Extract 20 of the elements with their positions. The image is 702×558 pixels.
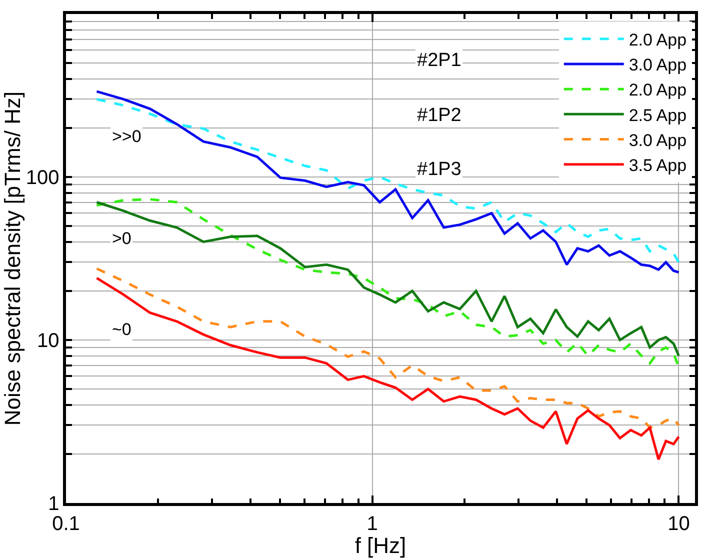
annotation: ~0 [112, 320, 132, 339]
legend-label: 2.0 App [628, 80, 687, 100]
annotation: #1P3 [417, 159, 462, 180]
x-tick-label: 10 [668, 512, 690, 535]
y-axis-title: Noise spectral density [pTrms/ Hz] [0, 91, 25, 426]
x-axis-title: f [Hz] [354, 533, 406, 558]
legend-label: 3.5 App [628, 156, 687, 176]
y-tick-label: 100 [26, 167, 60, 189]
annotation: #1P2 [417, 105, 462, 126]
legend-label: 2.5 App [628, 106, 687, 125]
legend-label: 3.0 App [628, 130, 687, 150]
legend-label: 3.0 App [628, 56, 687, 75]
legend-label: 2.0 App [628, 30, 687, 50]
x-tick-label: 1 [366, 512, 378, 535]
y-tick-label: 10 [37, 330, 60, 352]
annotation: #2P1 [417, 50, 462, 71]
annotation: >>0 [112, 127, 142, 146]
x-tick-label: 0.1 [52, 512, 80, 535]
y-tick-label: 1 [48, 493, 60, 515]
annotation: >0 [112, 229, 132, 248]
